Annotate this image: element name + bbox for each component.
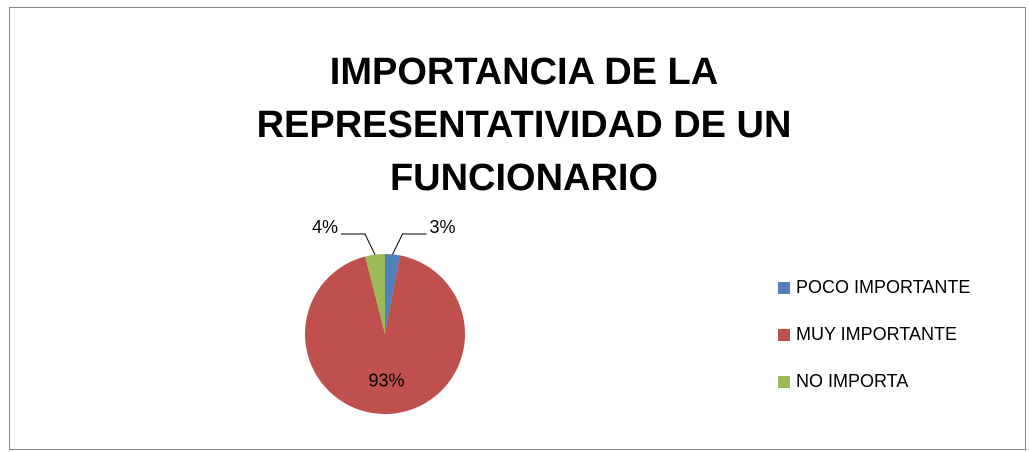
chart-border: [9, 7, 1026, 450]
leader-line: [392, 233, 427, 255]
pie-slice: [305, 255, 465, 414]
data-label: 3%: [430, 217, 456, 237]
legend-swatch: [778, 282, 790, 294]
data-label: 4%: [312, 217, 338, 237]
pie-slice: [365, 254, 385, 334]
chart-title: IMPORTANCIA DE LA REPRESENTATIVIDAD DE U…: [256, 51, 792, 199]
data-label: 93%: [368, 371, 404, 391]
legend-swatch: [778, 376, 790, 388]
legend-label: POCO IMPORTANTE: [796, 277, 970, 297]
legend-label: MUY IMPORTANTE: [796, 324, 957, 344]
legend-swatch: [778, 329, 790, 341]
leader-line: [340, 233, 376, 255]
legend-label: NO IMPORTA: [796, 371, 908, 391]
pie-slice: [385, 254, 400, 334]
